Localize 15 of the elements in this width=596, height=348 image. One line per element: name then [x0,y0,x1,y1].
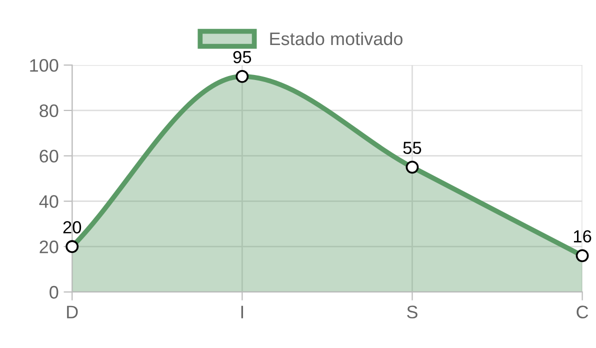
data-label: 55 [403,142,422,154]
y-tick-label: 100 [30,59,58,72]
data-label: 95 [233,50,252,64]
y-tick-label: 40 [39,195,58,208]
y-tick-label: 80 [40,104,58,118]
x-tick-label: D [67,306,78,318]
y-tick-label: 60 [40,150,58,163]
x-tick-label: S [407,306,418,318]
y-tick-label: 0 [50,286,58,299]
data-label: 16 [574,230,592,243]
x-tick-label: C [576,306,588,318]
x-tick-label: I [241,306,244,318]
data-label: 20 [63,221,82,234]
y-tick-label: 20 [40,240,58,254]
legend-label: Estado motivado [270,32,402,46]
